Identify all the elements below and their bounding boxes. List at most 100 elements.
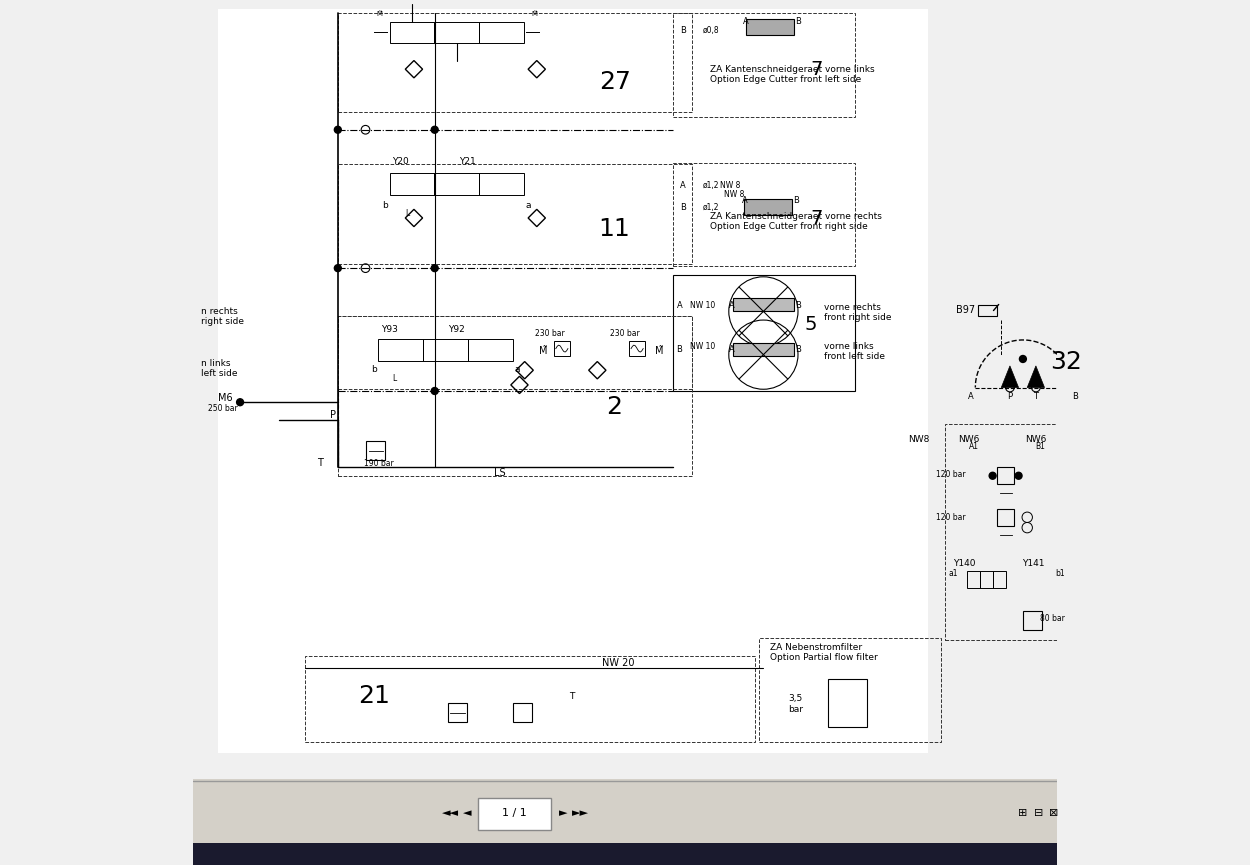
Text: B: B: [1071, 392, 1078, 400]
Bar: [390, 173, 435, 195]
Bar: [732, 298, 794, 311]
Text: vorne links: vorne links: [824, 342, 874, 350]
Text: ø1,2: ø1,2: [703, 182, 719, 190]
Text: A: A: [729, 345, 734, 354]
Text: B: B: [680, 203, 686, 212]
Text: ◄◄: ◄◄: [441, 808, 459, 818]
Text: Option Edge Cutter front right side: Option Edge Cutter front right side: [710, 222, 867, 231]
Text: front right side: front right side: [824, 313, 891, 322]
Text: 3,5: 3,5: [789, 695, 802, 703]
Text: P: P: [1008, 392, 1013, 400]
Text: b1: b1: [1055, 569, 1065, 578]
Text: LS: LS: [494, 468, 505, 478]
Text: M̃: M̃: [531, 11, 538, 17]
Bar: [338, 316, 692, 476]
Text: NW 20: NW 20: [601, 658, 634, 669]
Bar: [379, 339, 424, 361]
Text: 120 bar: 120 bar: [936, 513, 966, 522]
Text: ⊠: ⊠: [1049, 808, 1059, 818]
Bar: [674, 163, 855, 266]
Text: B: B: [794, 196, 799, 205]
Text: ⊟: ⊟: [1034, 808, 1044, 818]
Text: Y20: Y20: [392, 157, 409, 166]
Text: a: a: [514, 365, 520, 374]
Text: b: b: [371, 365, 378, 374]
Bar: [435, 173, 479, 195]
Text: ø1,2: ø1,2: [703, 203, 719, 212]
Bar: [978, 305, 998, 316]
Bar: [365, 441, 385, 460]
Circle shape: [334, 265, 341, 272]
Text: NW6: NW6: [1025, 435, 1046, 444]
Bar: [554, 341, 570, 356]
Text: B: B: [676, 345, 682, 354]
Text: M̃: M̃: [540, 346, 548, 356]
Text: 120 bar: 120 bar: [936, 470, 966, 478]
Text: 230 bar: 230 bar: [535, 329, 565, 337]
Bar: [980, 571, 992, 588]
Text: n links: n links: [201, 359, 231, 368]
Text: 230 bar: 230 bar: [610, 329, 640, 337]
Text: NW8: NW8: [909, 435, 930, 444]
Bar: [424, 339, 468, 361]
Text: 32: 32: [1050, 349, 1082, 374]
Text: ►►: ►►: [571, 808, 589, 818]
Bar: [479, 22, 524, 43]
Text: M̃: M̃: [376, 11, 382, 17]
Text: NW 10: NW 10: [690, 342, 715, 350]
Bar: [390, 22, 435, 43]
Text: ø0,8: ø0,8: [703, 26, 720, 35]
Text: left side: left side: [201, 369, 238, 378]
Circle shape: [1015, 472, 1022, 479]
Bar: [629, 341, 645, 356]
Bar: [966, 571, 980, 588]
Circle shape: [1020, 356, 1026, 362]
Text: Y140: Y140: [952, 560, 975, 568]
Text: B97: B97: [956, 304, 975, 315]
Bar: [305, 656, 755, 742]
Bar: [992, 571, 1005, 588]
Text: 5: 5: [805, 315, 818, 334]
Bar: [479, 173, 524, 195]
Text: L: L: [405, 209, 409, 218]
Bar: [759, 638, 941, 742]
Text: 27: 27: [599, 70, 630, 94]
Bar: [478, 798, 551, 830]
Bar: [746, 19, 794, 35]
Text: ZA Kantenschneidgeraet vorne links: ZA Kantenschneidgeraet vorne links: [710, 65, 875, 74]
Text: A: A: [968, 392, 974, 400]
Text: Y141: Y141: [1022, 560, 1045, 568]
Bar: [674, 13, 855, 117]
Text: B: B: [795, 345, 801, 354]
Text: NW 8: NW 8: [725, 190, 745, 199]
Text: bar: bar: [788, 705, 802, 714]
Text: A: A: [676, 301, 682, 310]
Bar: [448, 703, 466, 722]
Bar: [338, 164, 692, 264]
Circle shape: [431, 126, 439, 133]
Circle shape: [989, 472, 996, 479]
Circle shape: [236, 399, 244, 406]
Text: Option Partial flow filter: Option Partial flow filter: [770, 653, 878, 662]
Text: a1: a1: [949, 569, 959, 578]
Bar: [338, 13, 692, 112]
Bar: [732, 343, 794, 356]
Text: b: b: [382, 201, 389, 209]
Text: A: A: [680, 182, 686, 190]
Text: NW 10: NW 10: [690, 301, 715, 310]
Text: Option Edge Cutter front left side: Option Edge Cutter front left side: [710, 75, 861, 84]
Bar: [192, 778, 1058, 865]
Text: B: B: [795, 17, 801, 26]
Text: 2: 2: [606, 394, 622, 419]
Bar: [829, 679, 867, 727]
Bar: [512, 703, 531, 722]
Bar: [945, 424, 1075, 640]
Text: 11: 11: [599, 217, 630, 241]
Text: 250 bar: 250 bar: [208, 404, 238, 413]
Bar: [998, 509, 1014, 526]
Text: A1: A1: [969, 442, 979, 451]
Text: NW 8: NW 8: [720, 182, 740, 190]
Text: A: A: [744, 17, 749, 26]
Text: B: B: [795, 301, 801, 310]
Text: M̃: M̃: [655, 346, 664, 356]
